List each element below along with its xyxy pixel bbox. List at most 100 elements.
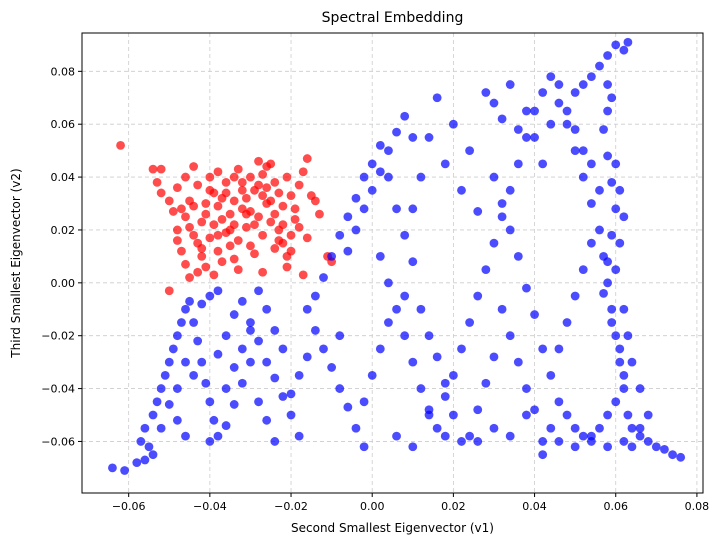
data-point (392, 204, 401, 214)
data-point (400, 291, 410, 301)
data-points (108, 37, 686, 475)
data-point (197, 299, 207, 309)
data-point (246, 172, 255, 182)
data-point (270, 209, 280, 219)
data-point (392, 127, 401, 137)
data-point (570, 442, 580, 452)
data-point (221, 177, 231, 187)
data-point (246, 241, 255, 251)
data-point (278, 201, 288, 211)
data-point (221, 421, 231, 430)
data-point (522, 133, 531, 142)
data-point (237, 185, 247, 195)
data-point (611, 397, 621, 407)
data-point (246, 326, 255, 335)
data-point (440, 392, 450, 401)
data-point (615, 344, 625, 354)
axis-ticks: −0.06 −0.04 −0.02 0.00 0.02 0.04 0.06 0.08 −0.06… (41, 65, 709, 513)
data-point (298, 167, 308, 177)
data-point (315, 209, 324, 219)
data-point (432, 352, 442, 362)
data-point (286, 246, 296, 256)
data-point (481, 88, 491, 97)
data-point (108, 463, 117, 473)
data-point (343, 246, 353, 256)
data-point (294, 222, 304, 232)
data-point (343, 402, 353, 412)
data-point (201, 199, 211, 208)
x-tick-label: −0.04 (193, 500, 227, 513)
data-point (270, 244, 280, 253)
x-axis-label: Second Smallest Eigenvector (v1) (291, 521, 494, 535)
data-point (392, 431, 401, 441)
data-point (448, 370, 458, 380)
data-point (400, 111, 410, 121)
data-point (538, 159, 548, 169)
plot-frame (81, 32, 704, 494)
data-point (189, 230, 199, 240)
data-point (603, 106, 613, 116)
data-point (302, 233, 312, 243)
data-point (623, 37, 633, 47)
data-point (254, 212, 263, 222)
data-point (570, 146, 580, 156)
data-point (530, 133, 539, 142)
data-point (367, 159, 377, 169)
data-point (505, 331, 515, 341)
data-point (570, 88, 580, 97)
data-point (298, 270, 308, 280)
data-point (160, 370, 170, 380)
data-point (286, 191, 296, 200)
data-point (310, 326, 320, 335)
y-tick-label: −0.06 (41, 435, 75, 448)
data-point (522, 410, 531, 420)
data-point (213, 286, 223, 296)
data-point (229, 196, 239, 206)
data-point (274, 236, 284, 245)
data-point (140, 455, 150, 465)
data-point (233, 265, 243, 275)
y-tick-label: 0.04 (51, 171, 76, 184)
data-point (489, 423, 499, 433)
data-point (254, 180, 263, 190)
data-point (530, 310, 539, 319)
data-point (400, 331, 410, 341)
data-point (570, 125, 580, 134)
x-tick-label: 0.08 (685, 500, 710, 513)
data-point (278, 392, 288, 401)
data-point (432, 423, 442, 433)
data-point (241, 222, 251, 232)
data-point (546, 423, 556, 433)
data-point (578, 146, 588, 156)
data-point (193, 267, 203, 277)
data-point (359, 397, 369, 407)
data-point (310, 196, 320, 206)
data-point (607, 93, 617, 103)
data-point (578, 265, 588, 275)
data-point (457, 344, 466, 354)
data-point (197, 251, 207, 261)
data-point (627, 423, 637, 433)
data-point (546, 72, 556, 82)
data-point (603, 257, 613, 267)
data-point (473, 207, 483, 216)
data-point (229, 400, 239, 409)
data-point (237, 296, 247, 306)
data-point (505, 185, 515, 195)
data-point (246, 318, 255, 327)
data-point (513, 251, 523, 261)
y-tick-label: 0.02 (51, 224, 76, 237)
x-tick-label: 0.04 (522, 500, 547, 513)
data-point (351, 225, 361, 235)
data-point (408, 442, 418, 452)
data-point (213, 167, 223, 177)
data-point (651, 442, 661, 452)
data-point (384, 172, 393, 182)
data-point (181, 259, 190, 269)
data-point (197, 217, 207, 227)
data-point (213, 431, 223, 441)
data-point (302, 352, 312, 362)
y-tick-label: 0.06 (51, 118, 76, 131)
data-point (302, 304, 312, 314)
